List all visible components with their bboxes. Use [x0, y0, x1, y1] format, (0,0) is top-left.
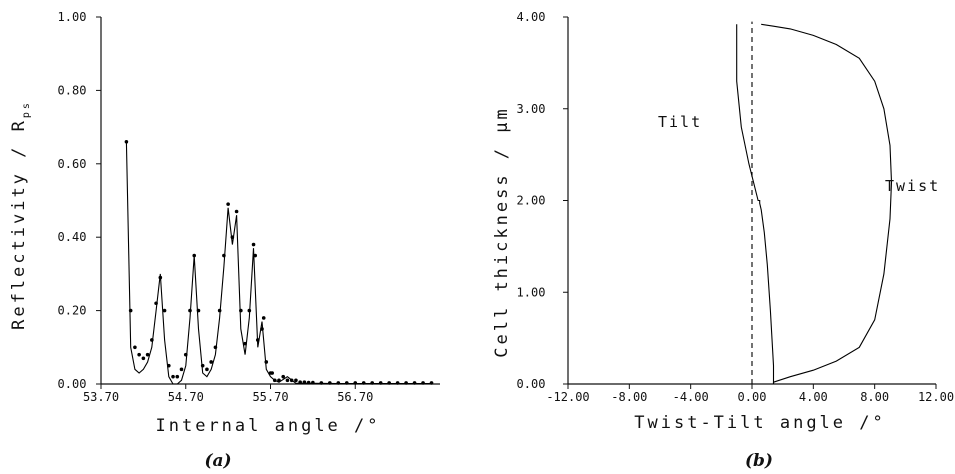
panel-a-x-tick-label: 54.70 — [168, 390, 204, 404]
panel-a-data-point — [175, 374, 180, 379]
panel-a-data-point — [162, 308, 167, 313]
panel-b: 0.00 1.00 2.00 3.00 4.00 -12.00 -8.00 -4.00 0.00… — [492, 10, 954, 471]
panel-b-y-tick-label: 2.00 — [517, 194, 546, 208]
panel-a-data-point — [261, 316, 266, 320]
panel-a-data-point — [137, 352, 141, 357]
panel-b-x-tick-label: 12.00 — [918, 390, 954, 404]
panel-b-y-tick-label: 3.00 — [517, 102, 546, 116]
panel-b-y-axis-label: Cell thickness / μm — [492, 106, 512, 357]
panel-a-data-point — [171, 374, 175, 379]
panel-a-x-tick-label: 53.70 — [83, 390, 119, 404]
panel-a-data-point — [145, 352, 150, 357]
panel-b-x-tick-label: 8.00 — [860, 390, 889, 404]
panel-a-data-point — [281, 374, 286, 379]
panel-a-y-axis-label-group: Reflectivity / Rps — [9, 100, 32, 330]
panel-b-annotation-twist: Twist — [885, 177, 940, 195]
panel-a-data-point — [387, 381, 391, 385]
panel-a: 0.00 0.20 0.40 0.60 0.80 1.00 53.70 54.70 55.70 5… — [9, 10, 440, 471]
panel-a-data-point — [429, 381, 434, 385]
panel-b-x-tick-label: -4.00 — [673, 390, 709, 404]
panel-a-y-tick-label: 0.20 — [58, 304, 87, 318]
panel-b-annotation-tilt: Tilt — [658, 113, 702, 131]
panel-a-data-point — [251, 242, 256, 247]
panel-b-marks — [736, 21, 893, 384]
panel-b-y-axis-label-group: Cell thickness / μm — [492, 106, 512, 357]
panel-a-y-axis-label-subscript: ps — [21, 100, 32, 118]
panel-a-data-point — [336, 381, 341, 385]
panel-a-marks — [124, 139, 434, 385]
panel-a-y-tick-label: 1.00 — [58, 10, 87, 24]
panel-a-y-axis-label: Reflectivity / R — [9, 118, 29, 330]
panel-b-x-tick-label: -8.00 — [611, 390, 647, 404]
panel-a-y-tick-label: 0.00 — [58, 377, 87, 391]
panel-a-data-point — [209, 360, 213, 364]
panel-b-y-tick-label: 0.00 — [517, 377, 546, 391]
panel-a-data-point — [124, 139, 129, 144]
panel-a-data-point — [179, 367, 184, 372]
panel-a-data-point — [294, 378, 298, 383]
panel-b-x-tick-label: 0.00 — [738, 390, 767, 404]
panel-a-y-tick-label: 0.40 — [58, 230, 87, 244]
panel-a-data-point — [328, 381, 332, 385]
panel-b-series-line-0 — [761, 23, 893, 384]
panel-b-x-axis-label: Twist-Tilt angle /° — [634, 413, 885, 433]
panel-a-data-point — [361, 381, 366, 385]
panel-a-data-point — [226, 202, 230, 206]
panel-b-caption: (b) — [745, 451, 773, 471]
panel-b-y-tick-label: 1.00 — [517, 285, 546, 299]
panel-a-caption: (a) — [204, 451, 231, 471]
panel-a-tick-labels: 0.00 0.20 0.40 0.60 0.80 1.00 53.70 54.70 55.70 5… — [58, 10, 374, 404]
panel-a-data-point — [234, 209, 239, 214]
panel-a-data-point — [421, 381, 425, 385]
panel-a-data-point — [404, 381, 408, 385]
panel-a-data-point — [370, 381, 375, 385]
panel-a-data-point — [270, 371, 274, 375]
panel-b-y-tick-label: 4.00 — [517, 10, 546, 24]
panel-a-data-point — [141, 356, 146, 361]
panel-b-tick-labels: 0.00 1.00 2.00 3.00 4.00 -12.00 -8.00 -4.00 0.00… — [517, 10, 955, 404]
panel-a-x-axis-label: Internal angle /° — [156, 416, 381, 436]
panel-b-axes — [563, 16, 937, 389]
panel-a-data-point — [133, 345, 137, 350]
panel-a-y-tick-label: 0.60 — [58, 157, 87, 171]
panel-a-y-tick-label: 0.80 — [58, 83, 87, 97]
panel-a-data-point — [353, 381, 358, 385]
panel-b-series-line-1 — [736, 24, 775, 384]
panel-a-data-point — [412, 381, 417, 385]
panel-a-data-point — [285, 378, 290, 383]
panel-a-x-tick-label: 55.70 — [252, 390, 288, 404]
panel-a-axes — [96, 16, 440, 389]
svg-text:Reflectivity / Rps: Reflectivity / Rps — [9, 100, 32, 330]
panel-a-data-point — [192, 253, 197, 258]
panel-b-x-tick-label: 4.00 — [799, 390, 828, 404]
panel-a-data-point — [395, 381, 400, 385]
panel-a-data-point — [378, 381, 383, 385]
panel-b-x-tick-label: -12.00 — [546, 390, 589, 404]
panel-a-series-line-1 — [125, 141, 432, 385]
panel-a-data-point — [205, 367, 209, 372]
panel-a-x-tick-label: 56.70 — [337, 390, 373, 404]
panel-a-data-point — [344, 381, 349, 385]
